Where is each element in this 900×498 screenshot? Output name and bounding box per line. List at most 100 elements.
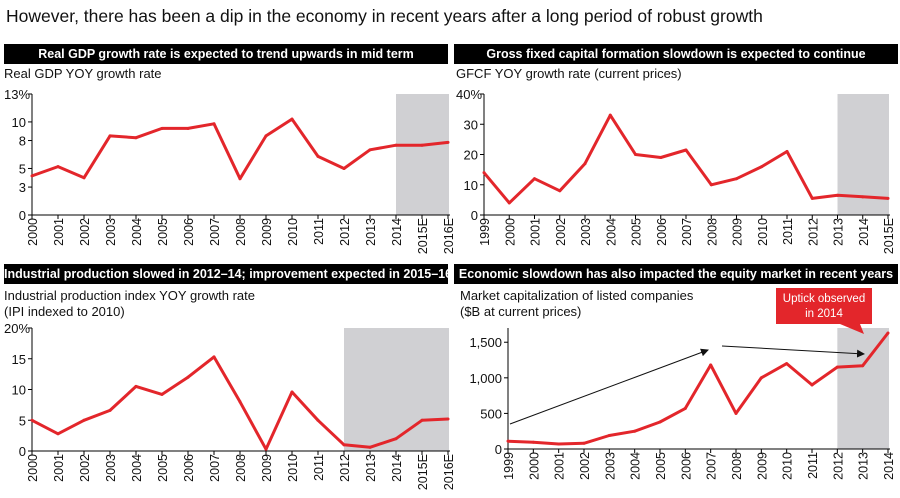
data-point [316,418,320,422]
data-point [506,439,510,443]
data-point [264,447,268,451]
x-tick-label: 2006 [182,218,196,246]
y-tick-label: 10 [12,115,26,130]
data-point [861,195,865,199]
ylabel-real-gdp: Real GDP YOY growth rate [4,66,162,81]
x-tick-label: 2013 [364,454,378,482]
panel-industrial-production: Industrial production slowed in 2012–14;… [0,264,456,498]
y-tick-label: 0 [19,444,26,459]
data-point [446,140,450,144]
data-point [759,376,763,380]
x-tick-label: 2012 [831,452,845,480]
x-tick-label: 2010 [286,218,300,246]
x-tick-label: 2014 [390,218,404,246]
banner-industrial-production: Industrial production slowed in 2012–14;… [4,264,448,284]
x-tick-label: 2014 [390,454,404,482]
data-point [420,418,424,422]
data-point [134,136,138,140]
data-point [316,154,320,158]
data-point [886,196,890,200]
y-tick-label: 0 [471,208,478,223]
data-point [108,408,112,412]
x-tick-label: 2009 [260,454,274,482]
chart-market-cap: 0 500 1,000 1,500 1999 2000 2001 2002 2003 2004 20… [469,288,896,480]
x-tick-label: 2008 [234,218,248,246]
data-point [368,148,372,152]
data-point [108,134,112,138]
x-tick-label: 2012 [806,218,820,246]
x-tick-label: 2009 [731,218,745,246]
x-tick-label: 2004 [604,218,618,246]
x-tick-label: 2002 [78,454,92,482]
data-point [810,196,814,200]
shaded-region [837,328,889,449]
data-point [290,390,294,394]
x-tick-label: 2005 [630,218,644,246]
x-tick-label: 2014 [882,452,896,480]
banner-real-gdp: Real GDP growth rate is expected to tren… [4,44,448,64]
x-tick-label: 2006 [679,452,693,480]
series-line [482,113,889,205]
x-tick-label: 2006 [182,454,196,482]
x-tick-label: 2010 [781,452,795,480]
x-tick-label: 2000 [26,218,40,246]
y-tick-label: 1,500 [469,335,502,350]
y-tick-label: 5 [19,413,26,428]
x-tick-label: 2005 [156,218,170,246]
x-tick-label: 2006 [655,218,669,246]
x-tick-label: 2003 [104,454,118,482]
x-tick-label: 2007 [705,452,719,480]
x-tick-label: 2012 [338,454,352,482]
callout-pointer [840,324,864,334]
x-tick-label: 2003 [579,218,593,246]
data-point [558,189,562,193]
data-point [420,143,424,147]
x-tick-label: 2007 [208,454,222,482]
y-tick-label: 10 [12,383,26,398]
data-point [394,143,398,147]
panel-real-gdp: Real GDP growth rate is expected to tren… [0,42,456,262]
data-point [634,153,637,156]
callout-box [776,288,872,324]
data-point [30,174,34,178]
x-tick-label: 1999 [478,218,492,246]
data-point [760,165,764,169]
x-tick-label: 2005 [156,454,170,482]
data-point [290,117,294,121]
x-tick-label: 2008 [730,452,744,480]
x-tick-label: 2013 [364,218,378,246]
y-tick-label: 5 [19,161,26,176]
trend-arrow-up [509,348,709,425]
data-point [212,355,216,359]
data-point [607,433,611,437]
x-tick-label: 2000 [503,218,517,246]
x-tick-label: 2015E [882,218,896,254]
x-tick-label: 2009 [755,452,769,480]
data-point [785,362,789,366]
x-tick-label: 2002 [78,218,92,246]
ylabel-gfcf: GFCF YOY growth rate (current prices) [456,66,682,81]
data-point [608,113,612,117]
series-line [507,332,890,446]
y-tick-label: 40% [456,87,482,102]
shaded-region [396,94,449,215]
data-point [583,162,587,166]
page-title: However, there has been a dip in the eco… [6,6,763,26]
x-tick-label: 2005 [654,452,668,480]
x-tick-label: 2012 [338,218,352,246]
data-point [683,406,687,410]
chart-gfcf: 0 10 20 30 40% 1999 2000 2001 2002 2003 2004 2005 20… [456,87,896,254]
panel-gfcf: Gross fixed capital formation slowdown i… [452,42,900,262]
data-point [238,177,242,181]
x-tick-label: 2013 [857,452,871,480]
y-tick-label: 20 [464,148,478,163]
x-tick-label: 2015E [416,218,430,254]
chart-industrial-production: 0 5 10 15 20% 2000 2001 2002 2003 2004 2005 2006 200… [4,321,456,490]
x-tick-label: 2004 [130,218,144,246]
data-point [82,418,86,422]
x-tick-label: 2007 [208,218,222,246]
chart-real-gdp: 0 3 5 8 10 13% 2000 2001 2002 2003 2004 2005 2006 200… [4,87,456,254]
x-tick-label: 2001 [52,218,66,246]
x-tick-label: 2015E [416,454,430,490]
x-tick-label: 2008 [234,454,248,482]
